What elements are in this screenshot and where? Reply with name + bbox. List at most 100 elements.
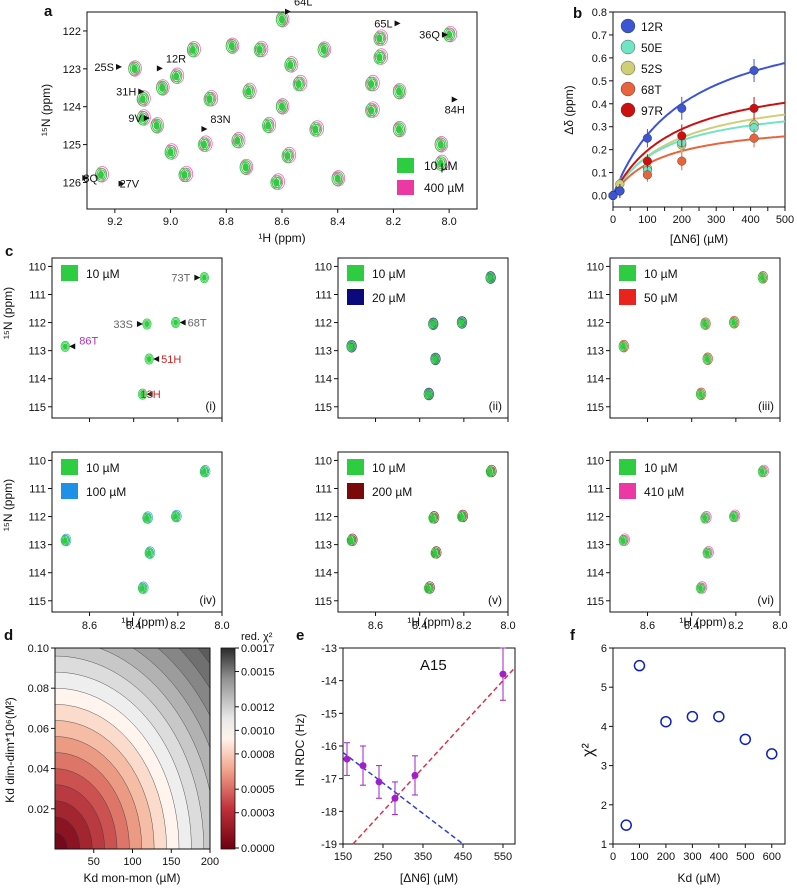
peak-contour — [459, 513, 464, 520]
peak-contour — [137, 582, 148, 594]
peak-contour — [487, 468, 493, 475]
peak-contour — [425, 389, 432, 399]
peak-contour — [239, 160, 252, 175]
y-tick-label: 123 — [63, 64, 81, 76]
peak-contour — [320, 45, 327, 54]
x-tick-label: 8.6 — [368, 620, 383, 632]
peak-contour — [277, 13, 287, 26]
peak-contour — [425, 583, 432, 593]
peak-contour — [140, 391, 145, 398]
peak-contour — [457, 317, 467, 329]
peak-contour — [423, 582, 434, 594]
legend-label-conc: 100 µM — [86, 485, 126, 499]
peak-label: 51H — [161, 354, 181, 366]
x-tick-label: 200 — [657, 851, 675, 863]
y-tick-label: 0.8 — [592, 7, 607, 19]
peak-contour — [366, 78, 376, 90]
x-tick-label: 500 — [776, 214, 794, 226]
peak-contour — [704, 549, 710, 557]
peak-contour — [200, 273, 208, 282]
peak-contour — [428, 512, 438, 524]
peak-contour — [437, 159, 444, 168]
y-tick-label: 2 — [601, 800, 607, 812]
peak-contour-shifted — [366, 101, 380, 118]
legend-marker-12R — [620, 18, 636, 34]
peak-contour — [62, 537, 68, 544]
x-tick-label: 8.2 — [728, 620, 743, 632]
peak-contour — [231, 133, 244, 149]
y-tick-label: 122 — [63, 26, 81, 38]
peak-contour — [731, 513, 736, 520]
y-tick-label: 114 — [314, 374, 332, 386]
legend-label-97R: 97R — [641, 104, 663, 118]
subpanel-1: 110 111 112 113 114 115 10 µM (i) 73T 33S 68T 86T 51… — [28, 257, 223, 422]
peak-contour — [348, 343, 354, 350]
y-tick-label: 111 — [587, 289, 604, 301]
peak-contour — [270, 175, 283, 190]
x-tick-label: 0 — [610, 214, 616, 226]
arrowhead — [82, 174, 89, 181]
peak-label: 86T — [79, 335, 98, 347]
peak-contour — [702, 353, 712, 365]
x-tick-label: 400 — [741, 214, 759, 226]
data-point-12R — [677, 103, 687, 113]
peak-contour — [702, 547, 712, 559]
peak-contour — [695, 388, 706, 400]
colorbar-title: red. χ² — [241, 631, 273, 643]
peak-contour — [436, 138, 446, 151]
fit-curve-52S — [612, 113, 786, 197]
peak-contour-shifted — [293, 74, 308, 92]
y-tick-label: 0.6 — [592, 53, 607, 65]
peak-label: 33S — [113, 319, 133, 331]
x-tick-label: 8.0 — [772, 620, 787, 632]
peak-contour — [423, 388, 434, 400]
y-tick-label: 3 — [601, 761, 607, 773]
peak-contour — [61, 536, 69, 545]
chart-c-ylabel-top: ¹⁵N (ppm) — [1, 287, 15, 339]
peak-contour — [619, 536, 627, 545]
peak-contour — [392, 122, 405, 137]
peak-contour — [394, 123, 404, 136]
peak-contour — [138, 93, 148, 105]
peak-contour — [142, 512, 152, 524]
legend-label-ref: 10 µM — [372, 267, 406, 281]
peak-contour — [143, 319, 151, 329]
peak-contour — [285, 59, 295, 71]
peak-contour — [704, 355, 710, 363]
legend-swatch-ref — [619, 265, 636, 281]
peak-contour — [139, 583, 146, 593]
y-tick-label: 114 — [586, 374, 604, 386]
chart-c-ylabel-bottom: ¹⁵N (ppm) — [1, 479, 15, 531]
peak-contour — [146, 355, 152, 363]
y-tick-label: 111 — [29, 289, 46, 301]
peak-contour — [281, 148, 294, 164]
peak-contour — [273, 178, 280, 187]
legend-label-50E: 50E — [641, 41, 662, 55]
y-tick-label: 0.04 — [28, 764, 49, 776]
peak-contour — [232, 135, 242, 147]
peak-contour — [434, 137, 447, 152]
peak-contour — [331, 171, 344, 186]
legend-swatch-conc — [619, 483, 636, 499]
arrowhead — [69, 343, 76, 350]
legend-label-68T: 68T — [641, 83, 662, 97]
data-point — [686, 710, 699, 723]
x-tick-label: 8.2 — [386, 216, 401, 228]
legend-label-ref: 10 µM — [86, 461, 120, 475]
peak-contour — [181, 170, 188, 179]
peak-contour — [395, 125, 402, 134]
peak-contour — [146, 549, 152, 557]
subpanel-frame — [337, 257, 509, 419]
y-tick-label: 0.7 — [592, 30, 607, 42]
peak-contour-shifted — [366, 74, 380, 92]
arrowhead — [146, 391, 153, 398]
peak-contour — [172, 318, 180, 327]
y-tick-label: 115 — [28, 402, 46, 414]
x-tick-label: 8.2 — [170, 620, 185, 632]
subpanel-roman: (v) — [488, 593, 502, 607]
peak-contour — [277, 101, 287, 113]
peak-contour — [619, 342, 627, 351]
chart-b-frame — [612, 11, 786, 208]
y-tick-label: 112 — [314, 318, 332, 330]
